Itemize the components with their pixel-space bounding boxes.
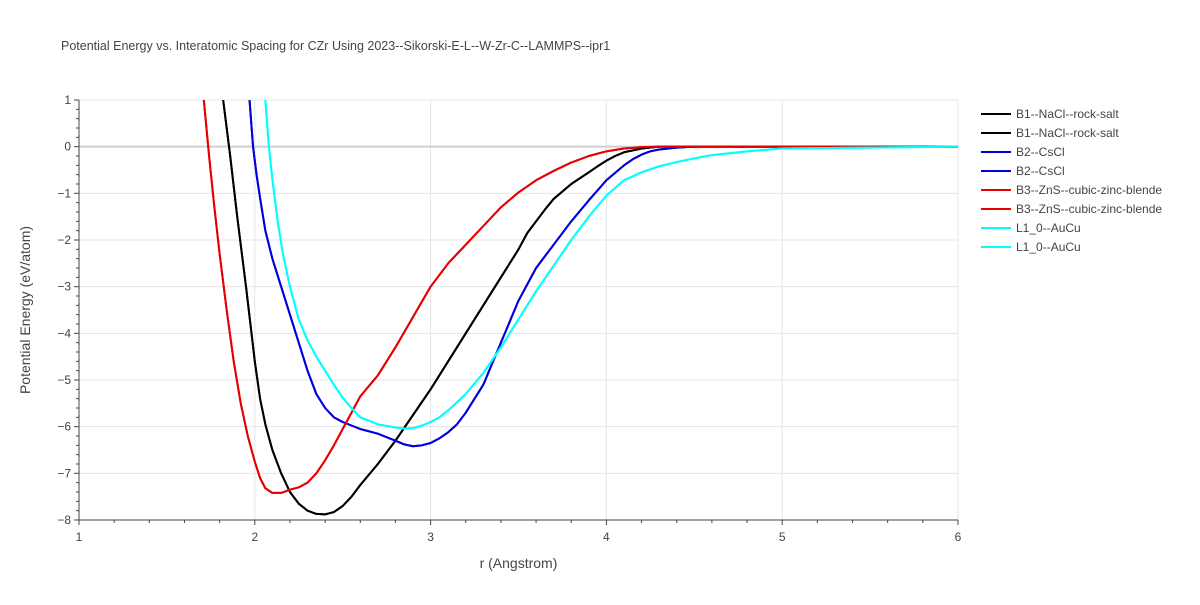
legend-label: L1_0--AuCu xyxy=(1016,240,1081,254)
y-axis-title: Potential Energy (eV/atom) xyxy=(17,226,33,394)
x-tick-label: 6 xyxy=(955,530,962,544)
y-tick-label: −1 xyxy=(57,186,71,200)
x-tick-label: 1 xyxy=(76,530,83,544)
legend-item-3[interactable]: B2--CsCl xyxy=(981,164,1065,178)
legend-label: B1--NaCl--rock-salt xyxy=(1016,107,1119,121)
legend-label: L1_0--AuCu xyxy=(1016,221,1081,235)
legend-item-6[interactable]: L1_0--AuCu xyxy=(981,221,1081,235)
legend-label: B1--NaCl--rock-salt xyxy=(1016,126,1119,140)
legend-item-1[interactable]: B1--NaCl--rock-salt xyxy=(981,126,1119,140)
legend-item-2[interactable]: B2--CsCl xyxy=(981,145,1065,159)
y-tick-label: −6 xyxy=(57,420,71,434)
x-axis-title: r (Angstrom) xyxy=(480,555,558,571)
chart-title: Potential Energy vs. Interatomic Spacing… xyxy=(61,39,610,53)
y-tick-label: 0 xyxy=(64,140,71,154)
series-lines xyxy=(202,100,958,516)
y-tick-label: 1 xyxy=(64,93,71,107)
legend-label: B3--ZnS--cubic-zinc-blende xyxy=(1016,183,1162,197)
axes xyxy=(74,99,959,525)
legend-label: B3--ZnS--cubic-zinc-blende xyxy=(1016,202,1162,216)
x-tick-label: 5 xyxy=(779,530,786,544)
series-line-3 xyxy=(248,100,958,448)
series-line-0 xyxy=(222,100,958,516)
grid xyxy=(79,99,959,521)
y-tick-label: −2 xyxy=(57,233,71,247)
y-tick-label: −8 xyxy=(57,513,71,527)
legend-label: B2--CsCl xyxy=(1016,145,1065,159)
x-tick-label: 3 xyxy=(427,530,434,544)
y-tick-label: −5 xyxy=(57,373,71,387)
x-tick-label: 4 xyxy=(603,530,610,544)
series-line-1 xyxy=(222,100,958,516)
series-line-5 xyxy=(202,100,958,494)
tick-labels: 1 2 3 4 5 6 1 0 −1 −2 −3 −4 −5 −6 −7 −8 xyxy=(57,93,961,544)
legend-label: B2--CsCl xyxy=(1016,164,1065,178)
series-line-7 xyxy=(264,100,958,430)
legend-item-4[interactable]: B3--ZnS--cubic-zinc-blende xyxy=(981,183,1162,197)
y-tick-label: −7 xyxy=(57,466,71,480)
legend[interactable]: B1--NaCl--rock-salt B1--NaCl--rock-salt B2… xyxy=(981,107,1162,254)
legend-item-0[interactable]: B1--NaCl--rock-salt xyxy=(981,107,1119,121)
y-tick-label: −3 xyxy=(57,280,71,294)
legend-item-7[interactable]: L1_0--AuCu xyxy=(981,240,1081,254)
x-tick-label: 2 xyxy=(251,530,258,544)
series-line-6 xyxy=(264,100,958,430)
legend-item-5[interactable]: B3--ZnS--cubic-zinc-blende xyxy=(981,202,1162,216)
y-tick-label: −4 xyxy=(57,326,71,340)
